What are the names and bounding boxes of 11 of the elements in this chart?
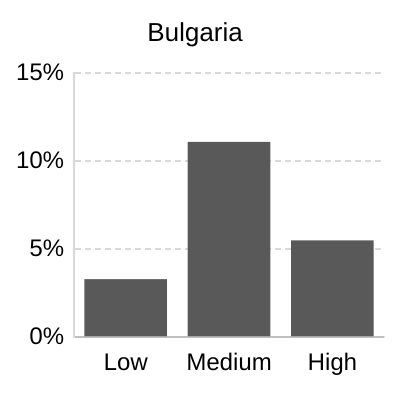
y-tick-label: 10% xyxy=(16,146,64,174)
bar xyxy=(291,240,374,336)
bar xyxy=(84,279,168,336)
y-tick-label: 0% xyxy=(29,322,64,350)
x-tick-label: High xyxy=(308,349,358,376)
x-tick-label: Medium xyxy=(186,349,272,376)
y-tick-label: 15% xyxy=(16,58,64,86)
chart-title: Bulgaria xyxy=(147,16,244,47)
y-tick-label: 5% xyxy=(29,234,64,262)
bar xyxy=(188,142,270,336)
x-tick-label: Low xyxy=(104,349,148,376)
